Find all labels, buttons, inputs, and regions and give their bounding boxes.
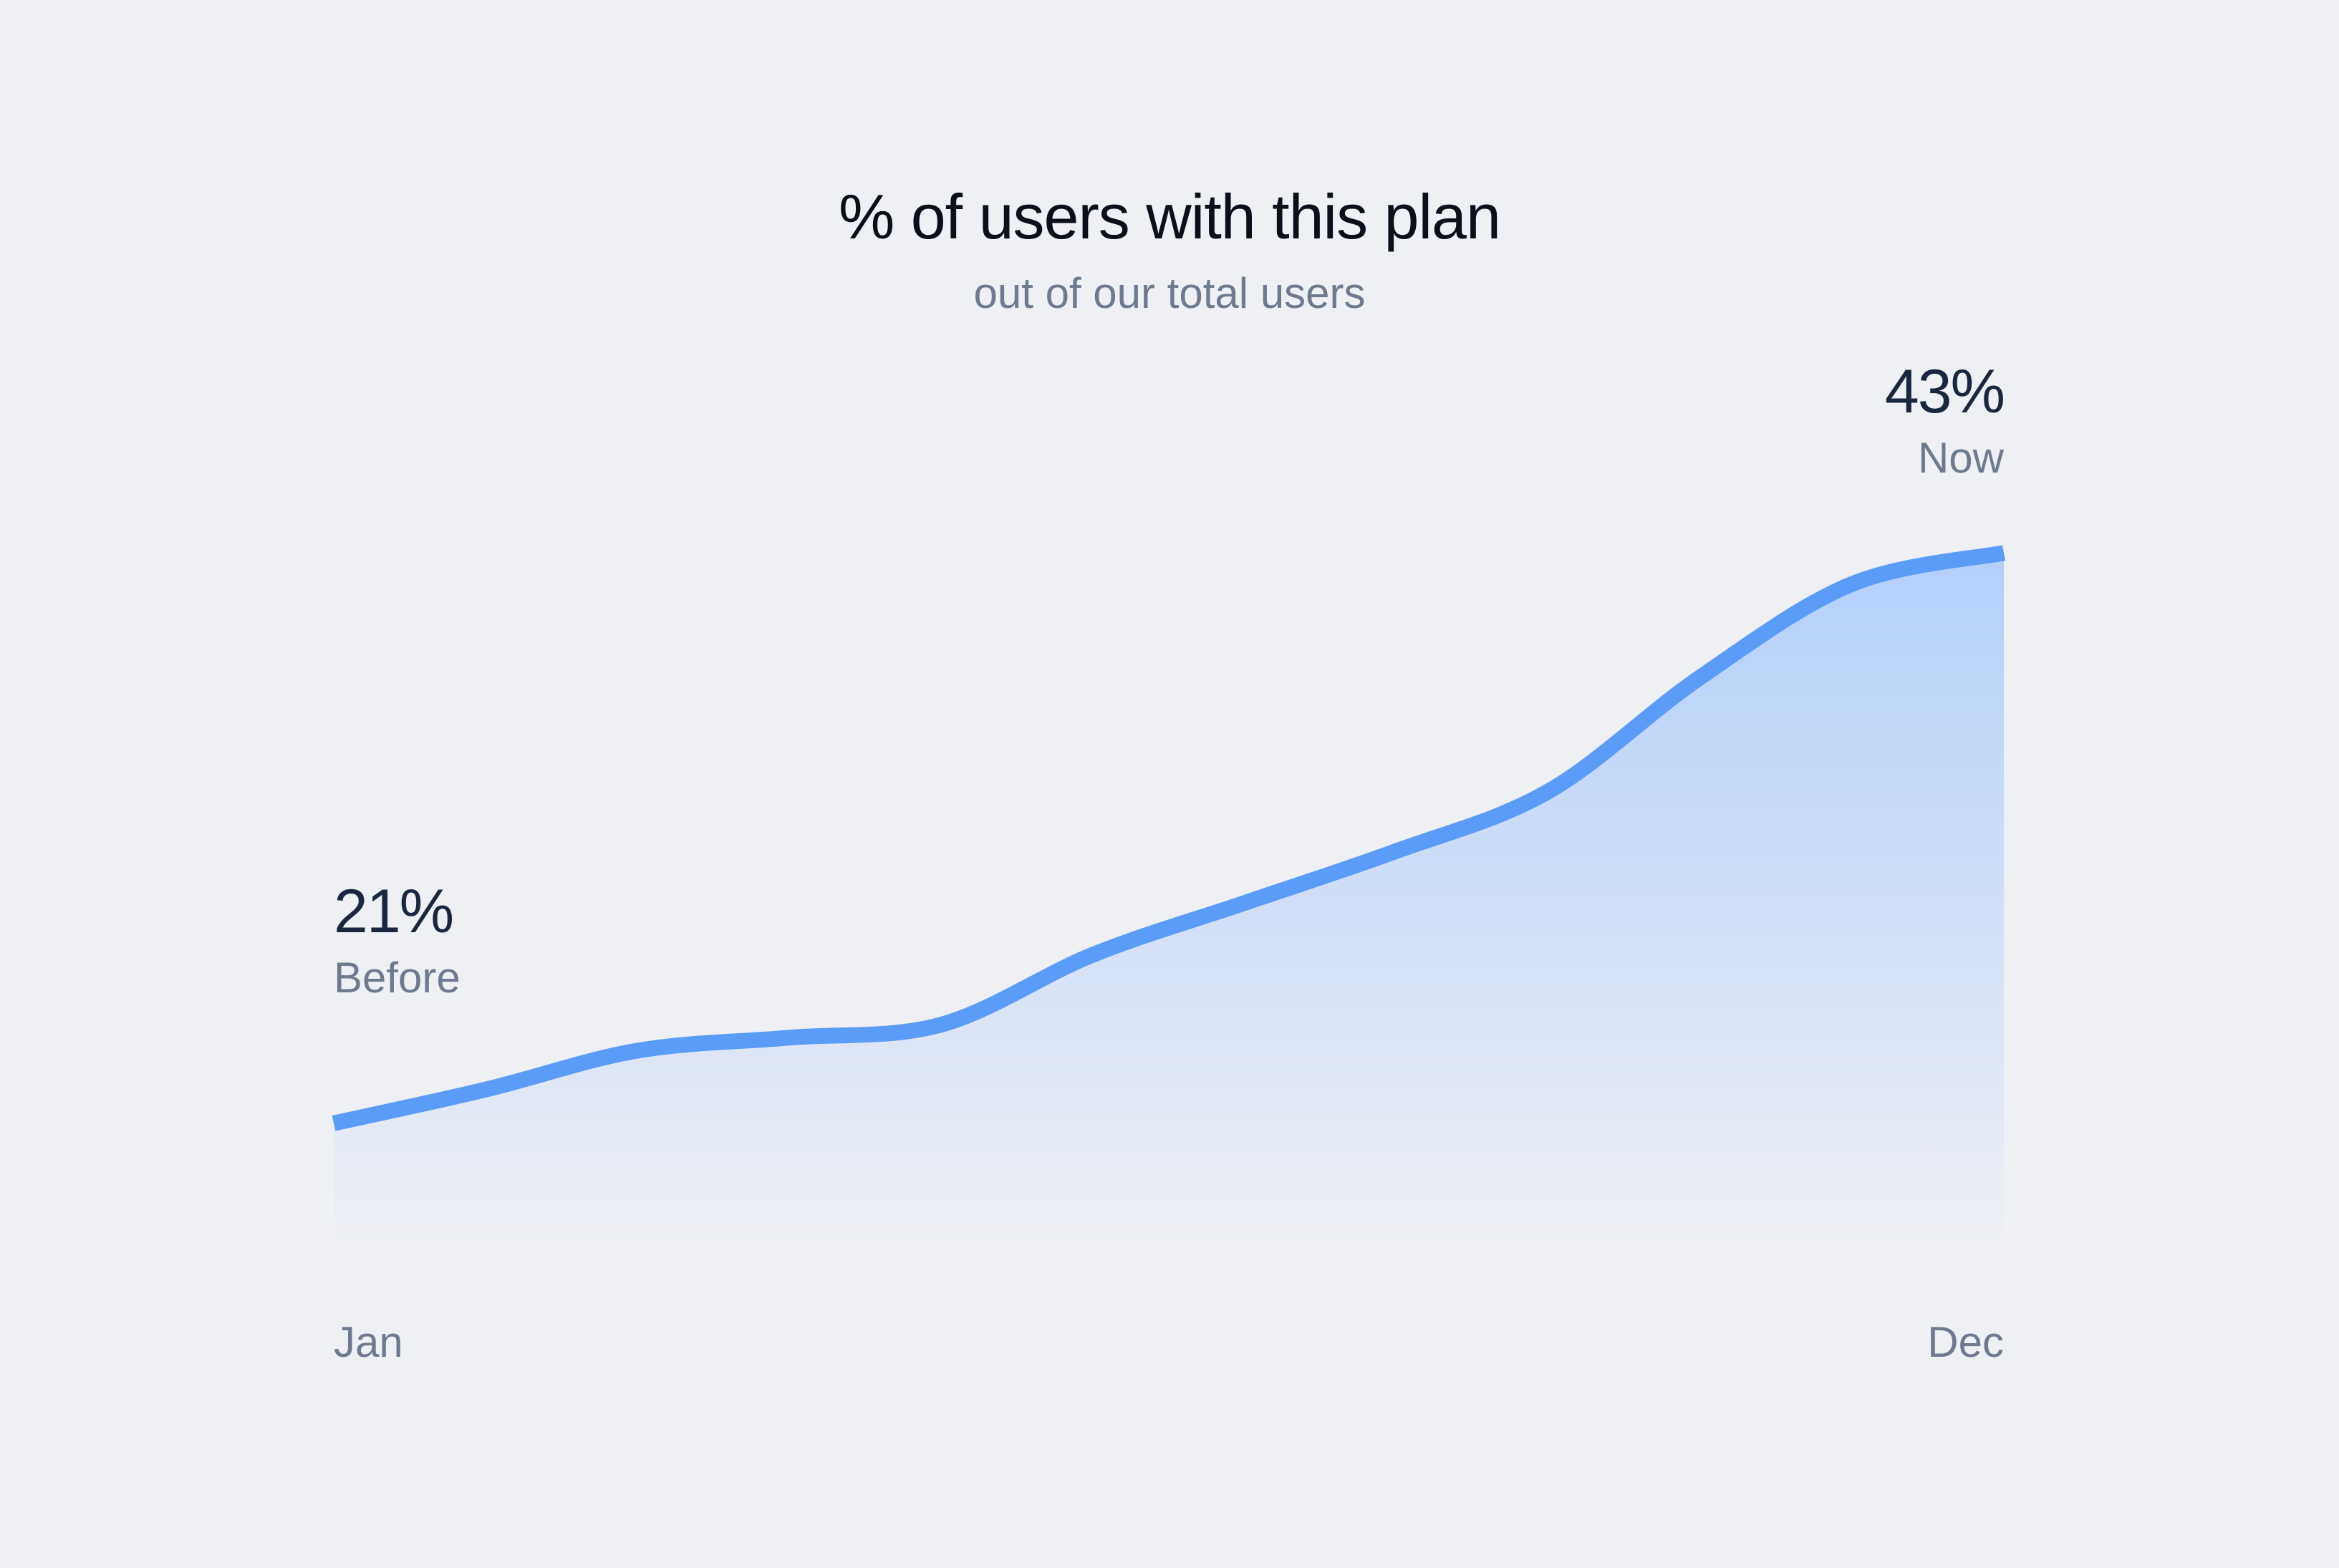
start-value-label: 21%	[334, 877, 453, 946]
series-layer	[332, 545, 2006, 1266]
series-area-fill	[334, 553, 2004, 1266]
start-caption-label: Before	[334, 954, 460, 1002]
x-axis: Jan Dec	[334, 1318, 2004, 1366]
annotation-layer: 21% Before 43% Now	[334, 357, 2005, 1002]
x-tick-label-end: Dec	[1927, 1318, 2004, 1366]
end-value-label: 43%	[1885, 357, 2004, 426]
chart-title: % of users with this plan	[839, 181, 1501, 252]
x-tick-label-start: Jan	[334, 1318, 403, 1366]
series-line	[332, 545, 2006, 1131]
end-caption-label: Now	[1918, 434, 2005, 482]
chart-subtitle: out of our total users	[973, 269, 1366, 317]
